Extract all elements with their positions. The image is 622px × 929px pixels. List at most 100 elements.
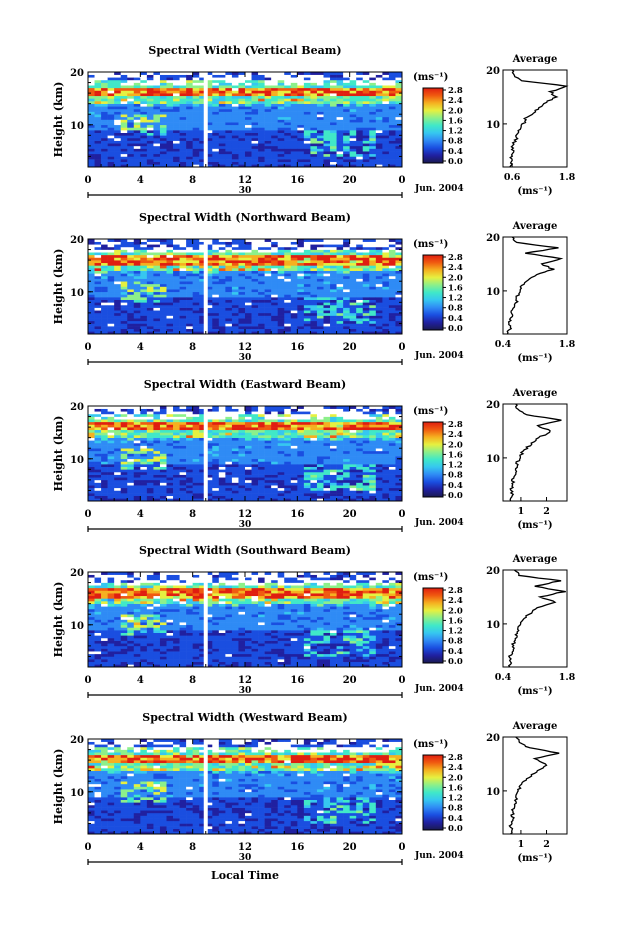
heatmap-cell xyxy=(205,310,213,314)
heatmap-cell xyxy=(395,273,403,277)
heatmap-cell xyxy=(375,320,383,324)
heatmap-cell xyxy=(356,101,364,104)
heatmap-cell xyxy=(264,413,272,417)
heatmap-cell xyxy=(264,101,272,104)
heatmap-cell xyxy=(120,458,128,462)
heatmap-cell xyxy=(369,164,377,168)
heatmap-cell xyxy=(336,294,344,298)
heatmap-cell xyxy=(199,254,207,258)
heatmap-cell xyxy=(140,493,148,497)
heatmap-cell xyxy=(349,114,357,118)
heatmap-cell xyxy=(133,135,141,139)
heatmap-cell xyxy=(192,87,200,91)
heatmap-cell xyxy=(212,257,220,261)
heatmap-cell xyxy=(88,315,95,319)
heatmap-cell xyxy=(316,429,324,433)
heatmap-cell xyxy=(277,471,285,475)
heatmap-cell xyxy=(173,74,180,78)
heatmap-cell xyxy=(166,114,174,118)
heatmap-cell xyxy=(277,477,285,481)
heatmap-cell xyxy=(284,326,292,330)
heatmap-cell xyxy=(231,246,239,250)
heatmap-cell xyxy=(264,278,272,282)
heatmap-cell xyxy=(251,307,259,311)
heatmap-cell xyxy=(231,326,239,330)
heatmap-cell xyxy=(107,331,115,335)
heatmap-cell xyxy=(146,127,154,131)
heatmap-cell xyxy=(120,297,128,300)
heatmap-cell xyxy=(153,153,161,157)
heatmap-cell xyxy=(290,116,298,120)
heatmap-cell xyxy=(186,283,193,287)
heatmap-cell xyxy=(297,130,305,133)
heatmap-cell xyxy=(101,260,108,264)
heatmap-cell xyxy=(127,90,135,94)
heatmap-cell xyxy=(173,427,180,431)
heatmap-cell xyxy=(192,413,200,417)
heatmap-cell xyxy=(186,151,193,155)
heatmap-cell xyxy=(336,98,344,102)
heatmap-cell xyxy=(107,479,115,483)
heatmap-cell xyxy=(159,283,167,287)
heatmap-cell xyxy=(179,161,187,165)
heatmap-cell xyxy=(140,471,148,475)
heatmap-cell xyxy=(388,249,396,253)
heatmap-cell xyxy=(369,326,377,330)
heatmap-cell xyxy=(107,106,115,110)
heatmap-cell xyxy=(88,252,95,256)
heatmap-cell xyxy=(179,474,187,478)
heatmap-cell xyxy=(264,257,272,261)
heatmap-cell xyxy=(192,278,200,282)
heatmap-cell xyxy=(284,156,292,160)
heatmap-cell xyxy=(159,427,167,431)
heatmap-cell xyxy=(349,108,357,112)
heatmap-cell xyxy=(323,137,331,141)
heatmap-cell xyxy=(114,246,122,250)
colorbar-tick-label: 2.8 xyxy=(448,253,463,263)
heatmap-cell xyxy=(382,156,390,160)
heatmap-cell xyxy=(264,440,272,444)
heatmap-cell xyxy=(140,283,148,287)
heatmap-cell xyxy=(101,450,108,454)
heatmap-cell xyxy=(133,151,141,155)
heatmap-cell xyxy=(284,323,292,327)
heatmap-cell xyxy=(271,161,279,165)
heatmap-cell xyxy=(186,119,193,123)
heatmap-cell xyxy=(127,246,135,250)
heatmap-cell xyxy=(101,421,108,425)
heatmap-cell xyxy=(336,268,344,271)
heatmap-cell xyxy=(284,268,292,271)
heatmap-cell xyxy=(218,299,226,303)
heatmap-cell xyxy=(133,448,141,452)
heatmap-cell xyxy=(271,252,279,256)
heatmap-cell xyxy=(101,124,108,128)
heatmap-cell xyxy=(120,435,128,438)
heatmap-cell xyxy=(101,461,108,465)
heatmap-cell xyxy=(101,413,108,417)
heatmap-cell xyxy=(166,310,174,314)
heatmap-cell xyxy=(179,466,187,470)
heatmap-cell xyxy=(349,132,357,136)
heatmap-cell xyxy=(120,82,128,86)
heatmap-cell xyxy=(303,456,311,460)
heatmap-cell xyxy=(146,495,154,499)
heatmap-cell xyxy=(349,254,357,258)
heatmap-cell xyxy=(362,257,370,261)
heatmap-cell xyxy=(362,106,370,110)
heatmap-cell xyxy=(349,281,357,285)
heatmap-cell xyxy=(238,93,246,97)
heatmap-cell xyxy=(218,307,226,311)
heatmap-cell xyxy=(238,85,246,89)
heatmap-cell xyxy=(395,268,403,271)
heatmap-cell xyxy=(192,108,200,112)
y-axis-label: Height (km) xyxy=(52,249,65,325)
heatmap-cell xyxy=(330,74,337,78)
heatmap-cell xyxy=(271,445,279,449)
heatmap-cell xyxy=(336,299,344,303)
heatmap-cell xyxy=(290,151,298,155)
heatmap-cell xyxy=(264,485,272,489)
heatmap-cell xyxy=(316,252,324,256)
heatmap-cell xyxy=(297,304,305,308)
heatmap-cell xyxy=(303,79,311,83)
heatmap-cell xyxy=(107,304,115,308)
